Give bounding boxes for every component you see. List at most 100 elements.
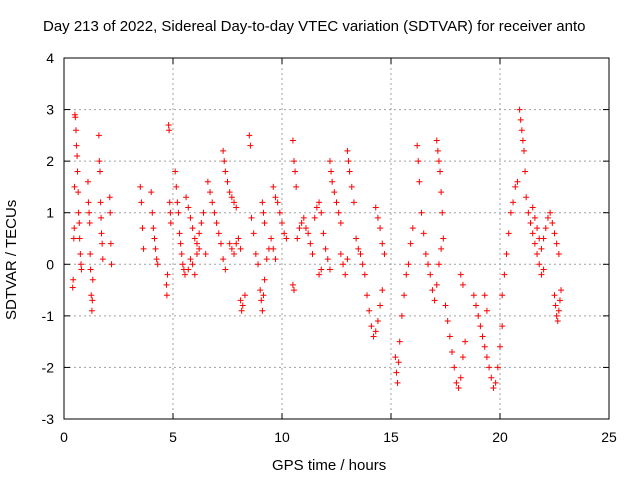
data-point xyxy=(544,214,551,221)
data-point xyxy=(106,194,113,201)
data-point xyxy=(296,225,303,232)
data-point xyxy=(73,142,80,149)
data-point xyxy=(558,287,565,294)
data-point xyxy=(89,276,96,283)
data-point xyxy=(322,245,329,252)
data-point xyxy=(274,199,281,206)
data-point xyxy=(138,199,145,206)
data-point xyxy=(76,235,83,242)
data-point xyxy=(241,292,248,299)
data-point xyxy=(237,245,244,252)
data-point xyxy=(247,142,254,149)
data-point xyxy=(281,230,288,237)
data-point xyxy=(189,261,196,268)
data-point xyxy=(231,199,238,206)
data-point xyxy=(379,287,386,294)
x-tick-label: 25 xyxy=(601,429,617,445)
data-point xyxy=(326,266,333,273)
data-point xyxy=(403,271,410,278)
data-point xyxy=(221,158,228,165)
data-point xyxy=(326,158,333,165)
data-point xyxy=(148,189,155,196)
data-point xyxy=(71,183,78,190)
data-point xyxy=(374,318,381,325)
data-point xyxy=(88,292,95,299)
data-point xyxy=(381,250,388,257)
data-point xyxy=(224,178,231,185)
data-point xyxy=(78,266,85,273)
data-point xyxy=(337,220,344,227)
data-point xyxy=(329,178,336,185)
data-point xyxy=(257,287,264,294)
data-point xyxy=(490,385,497,392)
data-point xyxy=(427,271,434,278)
data-point xyxy=(75,209,82,216)
data-point xyxy=(166,199,173,206)
y-tick-label: -1 xyxy=(42,308,55,324)
x-tick-label: 0 xyxy=(60,429,68,445)
data-point xyxy=(86,220,93,227)
data-point xyxy=(72,127,79,134)
data-point xyxy=(455,385,462,392)
data-point xyxy=(531,240,538,247)
data-point xyxy=(196,245,203,252)
data-point xyxy=(355,245,362,252)
data-point xyxy=(289,137,296,144)
data-point xyxy=(531,214,538,221)
data-point xyxy=(193,240,200,247)
data-point xyxy=(276,209,283,216)
data-point xyxy=(318,209,325,216)
plot-border xyxy=(63,57,610,420)
data-point xyxy=(344,256,351,263)
data-point xyxy=(416,178,423,185)
data-point xyxy=(414,142,421,149)
data-point xyxy=(488,374,495,381)
data-point xyxy=(95,132,102,139)
data-point xyxy=(238,307,245,314)
data-point xyxy=(553,240,560,247)
data-point xyxy=(213,220,220,227)
data-point xyxy=(547,209,554,216)
data-point xyxy=(353,235,360,242)
y-tick-label: 4 xyxy=(46,50,54,66)
data-point xyxy=(294,235,301,242)
data-point xyxy=(258,297,265,304)
x-tick-label: 10 xyxy=(274,429,290,445)
data-point xyxy=(320,230,327,237)
data-point xyxy=(551,292,558,299)
y-tick-label: -2 xyxy=(42,359,55,375)
data-point xyxy=(88,307,95,314)
data-point xyxy=(84,178,91,185)
data-point xyxy=(72,114,79,121)
data-point xyxy=(551,230,558,237)
data-point xyxy=(536,261,543,268)
data-point xyxy=(422,250,429,257)
data-point xyxy=(527,220,534,227)
data-point xyxy=(181,271,188,278)
data-point xyxy=(499,292,506,299)
data-point xyxy=(140,245,147,252)
data-point xyxy=(305,230,312,237)
data-point xyxy=(556,297,563,304)
data-point xyxy=(137,183,144,190)
data-point xyxy=(462,338,469,345)
data-point xyxy=(150,225,157,232)
data-point xyxy=(198,220,205,227)
data-point xyxy=(233,204,240,211)
data-point xyxy=(235,235,242,242)
data-point xyxy=(415,158,422,165)
data-point xyxy=(534,250,541,257)
chart-title: Day 213 of 2022, Sidereal Day-to-day VTE… xyxy=(43,18,586,35)
data-point xyxy=(96,158,103,165)
data-point xyxy=(449,348,456,355)
data-point xyxy=(98,230,105,237)
data-point xyxy=(344,147,351,154)
data-point xyxy=(164,271,171,278)
data-point xyxy=(177,240,184,247)
data-point xyxy=(74,168,81,175)
data-point xyxy=(99,240,106,247)
data-point xyxy=(239,302,246,309)
data-point xyxy=(255,261,262,268)
data-point xyxy=(185,266,192,273)
data-point xyxy=(272,256,279,263)
